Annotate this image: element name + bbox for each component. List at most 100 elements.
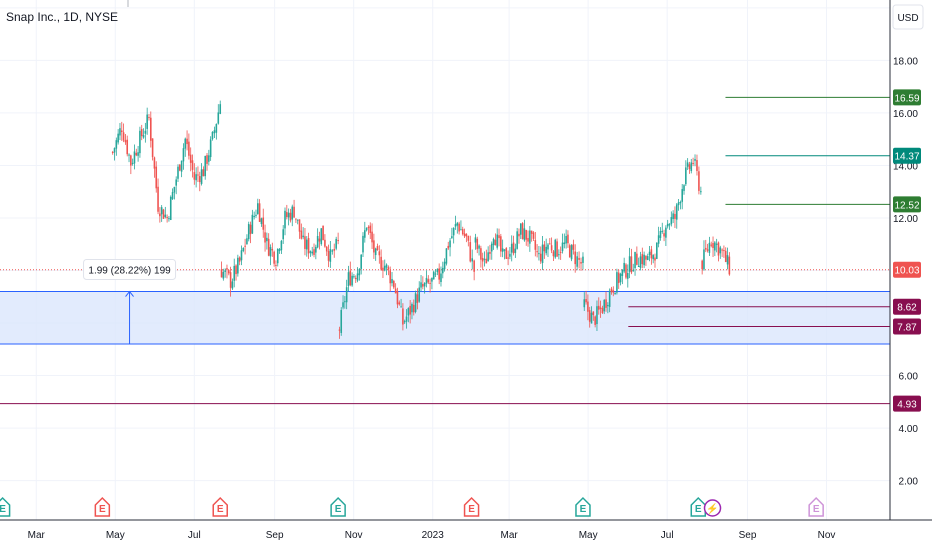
event-marker-earnings[interactable]: E [0,496,11,517]
candle-body [208,155,210,162]
candle-body [168,218,170,220]
candle-body [249,224,252,235]
time-tick-label: Mar [28,530,46,541]
time-axis[interactable]: Mar May Jul Sep Nov 2023 Mar May Jul Sep Nov [28,530,836,541]
candle-body [188,141,190,156]
candle-body [672,213,674,220]
candle-body [543,244,546,252]
level-price-tag [893,318,921,335]
candle-body [712,243,714,248]
candle-body [215,123,218,133]
candle-body [302,235,304,238]
candle-body [284,210,286,229]
candle-body [481,257,484,262]
candle-body [679,201,682,204]
candle-body [698,171,700,191]
candle-body [646,256,649,261]
candle-body [367,227,370,229]
candle-body [202,169,205,177]
candle-body [570,245,573,260]
events-row[interactable]: E E E E E E E ⚡ E [0,496,824,517]
candle-body [498,235,500,239]
candle-body [282,229,284,240]
candle-body [387,267,390,270]
candle-body [402,308,404,325]
chart-title: Snap Inc., 1D, NYSE [6,10,118,24]
candle-body [554,239,557,258]
event-marker-earnings[interactable]: E [94,496,111,517]
candle-body [324,239,326,247]
candle-body [289,212,292,221]
candle-body [204,155,207,177]
candle-body [715,243,718,245]
event-marker-earnings[interactable]: E [463,496,480,517]
candle-body [492,238,495,246]
candle-body [300,230,303,239]
event-marker-earnings[interactable]: E [330,496,346,517]
event-marker-earnings-upcoming[interactable]: E [808,496,824,517]
candle-body [608,290,611,307]
candle-body [280,240,283,251]
candle-body [431,277,433,282]
candle-body [456,222,459,226]
candle-body [480,248,482,260]
candle-body [568,245,571,258]
level-price-label: 16.59 [894,93,919,104]
candle-body [340,310,343,333]
candle-body [500,236,502,252]
event-marker-earnings[interactable]: E [690,496,707,517]
candle-body [394,288,397,294]
candle-body [538,253,540,255]
event-label: ⚡ [706,502,718,515]
price-axis[interactable]: 2.004.006.008.0010.0012.0014.0016.0018.0… [893,4,918,488]
candle-body [237,257,239,274]
candles [111,100,731,339]
candle-body [198,176,201,183]
event-marker-dividend[interactable]: ⚡ [703,499,722,517]
time-tick-label: 2023 [422,530,445,541]
earnings-icon [0,496,11,517]
candle-body [621,269,624,276]
candle-body [668,224,671,226]
event-marker-earnings[interactable]: E [212,496,228,517]
support-zone[interactable] [0,291,890,345]
candle-body [142,135,145,138]
level-price-label: 8.62 [897,303,917,314]
candle-body [547,244,549,250]
candle-body [476,238,479,250]
candle-body [247,223,250,240]
candle-body [630,256,633,273]
candle-body [405,316,408,322]
candle-body [625,264,627,278]
candle-body [337,239,339,242]
level-price-tag [893,89,921,106]
candle-body [286,212,288,218]
candle-body [473,260,475,272]
candle-body [452,227,455,236]
candle-body [153,157,156,169]
candle-body [578,257,580,260]
measure-tool[interactable]: 1.99 (28.22%) 199 [83,259,177,345]
candle-body [400,306,402,308]
time-tick-label: Nov [345,530,363,541]
candle-body [612,290,615,293]
candle-body [666,223,669,227]
candle-body [295,218,297,220]
candle-body [255,214,257,216]
candle-body [365,227,368,231]
currency-button[interactable] [892,4,924,30]
candle-body [253,216,255,218]
candle-body [380,256,382,270]
horizontal-levels[interactable] [0,96,890,405]
candle-body [654,257,656,261]
candle-body [706,249,709,251]
candle-body [558,254,560,256]
candle-body [690,162,693,172]
candle-body [576,256,578,267]
candle-body [117,133,119,143]
candle-body [445,248,448,264]
event-marker-earnings[interactable]: E [575,496,591,517]
candle-body [220,269,223,278]
